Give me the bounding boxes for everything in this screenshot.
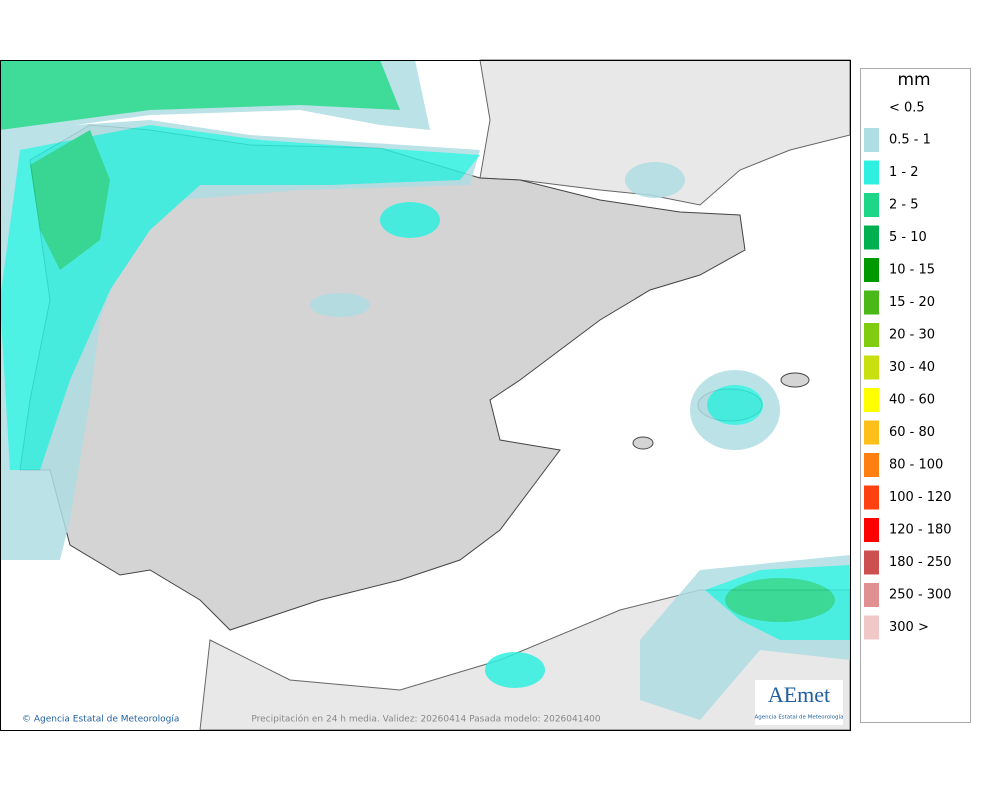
- legend-swatch: [864, 193, 879, 217]
- precip-area: [0, 125, 480, 470]
- menorca: [780, 372, 810, 388]
- precip-area: [310, 293, 370, 317]
- precip-area: [380, 202, 440, 238]
- legend-swatch: [864, 420, 879, 445]
- legend-swatch: [864, 128, 879, 152]
- legend-label: 80 - 100: [889, 458, 943, 473]
- legend-label: 1 - 2: [889, 165, 919, 180]
- precip-area: [725, 578, 835, 622]
- precip-area: [30, 130, 110, 270]
- legend-label: 120 - 180: [889, 523, 952, 538]
- legend-label: 60 - 80: [889, 425, 935, 440]
- legend-label: 2 - 5: [889, 198, 919, 213]
- legend-label: 100 - 120: [889, 490, 952, 505]
- legend-swatch: [864, 323, 879, 347]
- legend-label: < 0.5: [889, 101, 925, 116]
- legend-swatch: [864, 258, 879, 282]
- ibiza: [632, 436, 654, 450]
- legend-label: 5 - 10: [889, 230, 927, 245]
- legend-swatch: [864, 518, 879, 542]
- legend-label: 20 - 30: [889, 328, 935, 343]
- legend-label: 40 - 60: [889, 393, 935, 408]
- precipitation: [0, 60, 850, 720]
- legend-swatch: [864, 355, 879, 380]
- precip-area: [707, 385, 763, 425]
- precip-area: [625, 162, 685, 198]
- caption: Precipitación en 24 h media. Validez: 20…: [251, 714, 601, 725]
- legend-swatch: [864, 615, 879, 640]
- logo-box: [755, 680, 843, 725]
- legend-swatch: [864, 160, 879, 185]
- legend-label: 15 - 20: [889, 295, 935, 310]
- legend-swatch: [864, 453, 879, 477]
- legend-swatch: [864, 290, 879, 315]
- legend-swatch: [864, 225, 879, 250]
- legend-label: 180 - 250: [889, 555, 952, 570]
- credit: © Agencia Estatal de Meteorología: [22, 715, 179, 725]
- legend-title: mm: [897, 70, 930, 90]
- legend-swatch: [864, 550, 879, 575]
- legend-swatch: [864, 583, 879, 607]
- logo-subtitle: Agencia Estatal de Meteorología: [755, 714, 844, 721]
- legend-label: 0.5 - 1: [889, 133, 931, 148]
- legend-label: 300 >: [889, 620, 929, 635]
- legend-label: 250 - 300: [889, 588, 952, 603]
- precip-area: [485, 652, 545, 688]
- legend-swatch: [864, 485, 879, 510]
- legend-swatch: [864, 388, 879, 412]
- legend-label: 30 - 40: [889, 360, 935, 375]
- precip-area: [0, 60, 400, 130]
- logo-name: AEmet: [768, 682, 830, 707]
- legend-label: 10 - 15: [889, 263, 935, 278]
- map-frame: [0, 60, 851, 731]
